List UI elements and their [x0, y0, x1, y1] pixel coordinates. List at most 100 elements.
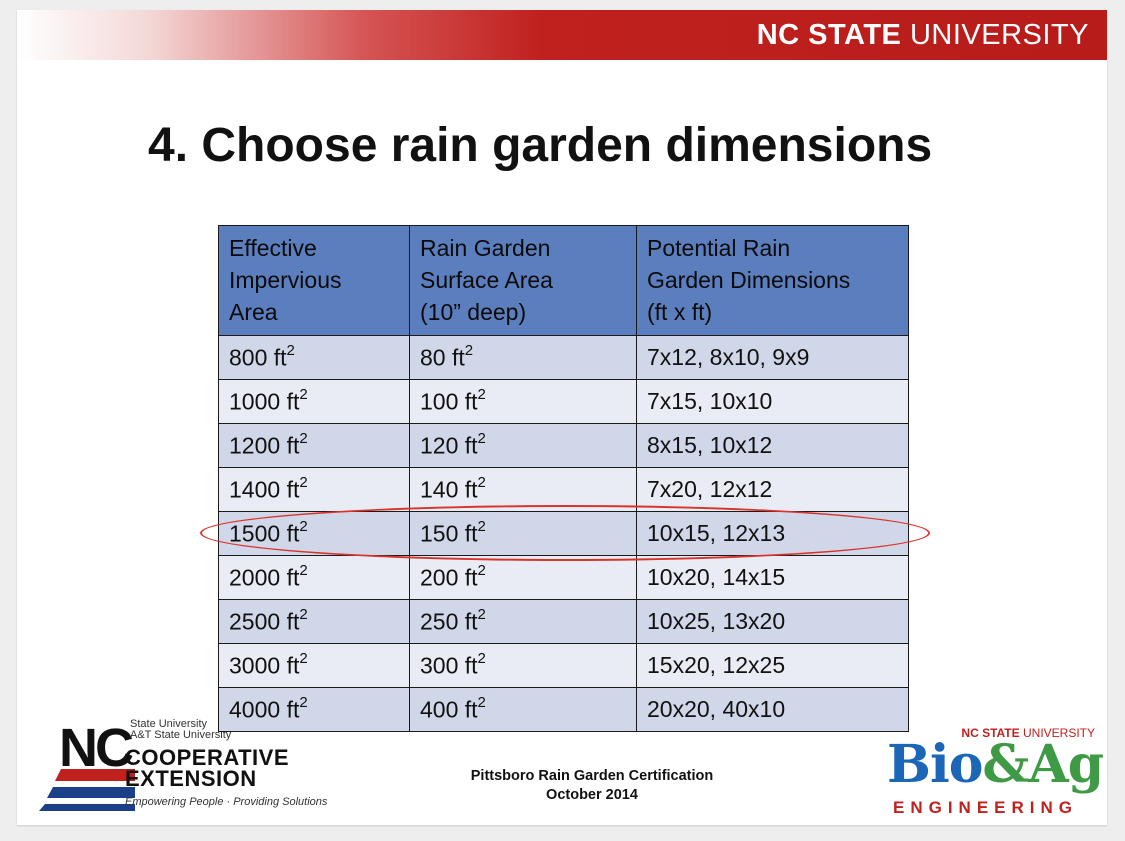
cell-value: 200 — [420, 564, 459, 591]
cell-impervious-area: 4000 ft2 — [218, 687, 410, 732]
cell-unit: ft — [464, 476, 478, 503]
slide-title: 4. Choose rain garden dimensions — [148, 119, 933, 172]
cell-dimensions: 7x20, 12x12 — [636, 467, 909, 512]
logo-university-2: A&T State University — [130, 729, 232, 741]
logo-university-1: State University — [130, 718, 208, 730]
university-wordmark-light: UNIVERSITY — [909, 19, 1089, 51]
cell-unit-exponent: 2 — [477, 605, 486, 623]
header-line: Effective — [229, 235, 317, 261]
cell-unit-exponent: 2 — [477, 693, 486, 711]
cell-value: 250 — [420, 608, 459, 635]
cell-unit-exponent: 2 — [299, 517, 308, 535]
header-potential-dimensions: Potential Rain Garden Dimensions (ft x f… — [636, 225, 909, 336]
cell-unit-exponent: 2 — [299, 693, 308, 711]
table-row: 1000 ft2 100 ft2 7x15, 10x10 — [218, 379, 909, 424]
footer-line-1: Pittsboro Rain Garden Certification — [470, 768, 714, 784]
table-row: 3000 ft2 300 ft2 15x20, 12x25 — [218, 643, 909, 688]
cell-unit: ft — [286, 696, 300, 723]
bioag-amp: & — [982, 734, 1029, 795]
footer-caption: Pittsboro Rain Garden Certification Octo… — [417, 767, 767, 805]
bioag-university-light: UNIVERSITY — [1022, 726, 1095, 740]
cell-value: 140 — [420, 476, 459, 503]
cell-unit-exponent: 2 — [299, 649, 308, 667]
logo-nc-mark: NC — [59, 718, 134, 778]
bioag-engineering: ENGINEERING — [893, 798, 1079, 817]
cell-unit-exponent: 2 — [477, 517, 486, 535]
cell-dimensions: 7x15, 10x10 — [636, 379, 909, 424]
cell-dimensions: 10x20, 14x15 — [636, 555, 909, 600]
cell-dimensions: 15x20, 12x25 — [636, 643, 909, 688]
cell-unit: ft — [464, 696, 478, 723]
cell-surface-area: 250 ft2 — [409, 599, 637, 644]
table-row: 800 ft2 80 ft2 7x12, 8x10, 9x9 — [218, 335, 909, 380]
cell-unit: ft — [464, 432, 478, 459]
cell-impervious-area: 3000 ft2 — [218, 643, 410, 688]
cell-impervious-area: 800 ft2 — [218, 335, 410, 380]
cell-value: 10x25, 13x20 — [647, 608, 786, 634]
cell-unit-exponent: 2 — [299, 385, 308, 403]
table-row: 1200 ft2 120 ft2 8x15, 10x12 — [218, 423, 909, 468]
cell-unit: ft — [273, 344, 287, 371]
cell-unit-exponent: 2 — [477, 385, 486, 403]
cell-unit-exponent: 2 — [299, 429, 308, 447]
cell-value: 4000 — [229, 696, 281, 723]
rain-garden-dimensions-table: Effective Impervious Area Rain Garden Su… — [218, 225, 909, 732]
cell-unit: ft — [286, 388, 300, 415]
cell-surface-area: 120 ft2 — [409, 423, 637, 468]
header-line: Potential Rain — [647, 235, 791, 261]
header-line: Rain Garden — [420, 235, 551, 261]
cell-unit-exponent: 2 — [477, 429, 486, 447]
bioag-bio: Bio — [887, 734, 983, 795]
cell-value: 7x12, 8x10, 9x9 — [647, 344, 810, 370]
cell-value: 1000 — [229, 388, 281, 415]
logo-extension: EXTENSION — [125, 766, 257, 791]
university-wordmark-bold: NC STATE — [756, 19, 902, 51]
cell-unit: ft — [286, 476, 300, 503]
cell-unit: ft — [464, 388, 478, 415]
cell-unit: ft — [286, 564, 300, 591]
cell-value: 120 — [420, 432, 459, 459]
logo-tagline: Empowering People · Providing Solutions — [125, 796, 328, 808]
cell-unit: ft — [464, 564, 478, 591]
cell-impervious-area: 1000 ft2 — [218, 379, 410, 424]
cell-unit-exponent: 2 — [299, 561, 308, 579]
cell-surface-area: 140 ft2 — [409, 467, 637, 512]
cell-dimensions: 8x15, 10x12 — [636, 423, 909, 468]
cell-unit: ft — [464, 520, 478, 547]
header-line: (10” deep) — [420, 299, 527, 325]
logo-cooperative: COOPERATIVE — [125, 745, 290, 770]
cell-unit: ft — [286, 520, 300, 547]
table-row: 1500 ft2 150 ft2 10x15, 12x13 — [218, 511, 909, 556]
cell-unit: ft — [286, 432, 300, 459]
cell-value: 8x15, 10x12 — [647, 432, 773, 458]
cell-unit: ft — [464, 608, 478, 635]
table-row: 4000 ft2 400 ft2 20x20, 40x10 — [218, 687, 909, 732]
bioag-wordmark: Bio&Ag — [887, 734, 1104, 795]
cell-value: 2500 — [229, 608, 281, 635]
cell-value: 7x20, 12x12 — [647, 476, 773, 502]
cell-value: 2000 — [229, 564, 281, 591]
table-row: 1400 ft2 140 ft2 7x20, 12x12 — [218, 467, 909, 512]
cell-value: 800 — [229, 344, 268, 371]
table-header-row: Effective Impervious Area Rain Garden Su… — [218, 225, 909, 336]
cell-value: 400 — [420, 696, 459, 723]
table-body: 800 ft2 80 ft2 7x12, 8x10, 9x9 1000 ft2 100 … — [218, 335, 909, 732]
cell-value: 10x15, 12x13 — [647, 520, 786, 546]
cell-unit-exponent: 2 — [299, 473, 308, 491]
cell-value: 3000 — [229, 652, 281, 679]
cell-surface-area: 200 ft2 — [409, 555, 637, 600]
cell-unit-exponent: 2 — [477, 649, 486, 667]
header-line: Impervious — [229, 267, 342, 293]
cell-dimensions: 20x20, 40x10 — [636, 687, 909, 732]
cell-unit-exponent: 2 — [286, 341, 295, 359]
table-row: 2500 ft2 250 ft2 10x25, 13x20 — [218, 599, 909, 644]
cooperative-extension-logo: NC State University A&T State University… — [35, 715, 335, 811]
cell-surface-area: 80 ft2 — [409, 335, 637, 380]
cell-impervious-area: 2500 ft2 — [218, 599, 410, 644]
cell-value: 150 — [420, 520, 459, 547]
cell-surface-area: 300 ft2 — [409, 643, 637, 688]
cell-value: 100 — [420, 388, 459, 415]
table-row: 2000 ft2 200 ft2 10x20, 14x15 — [218, 555, 909, 600]
cell-value: 1200 — [229, 432, 281, 459]
cell-value: 80 — [420, 344, 446, 371]
